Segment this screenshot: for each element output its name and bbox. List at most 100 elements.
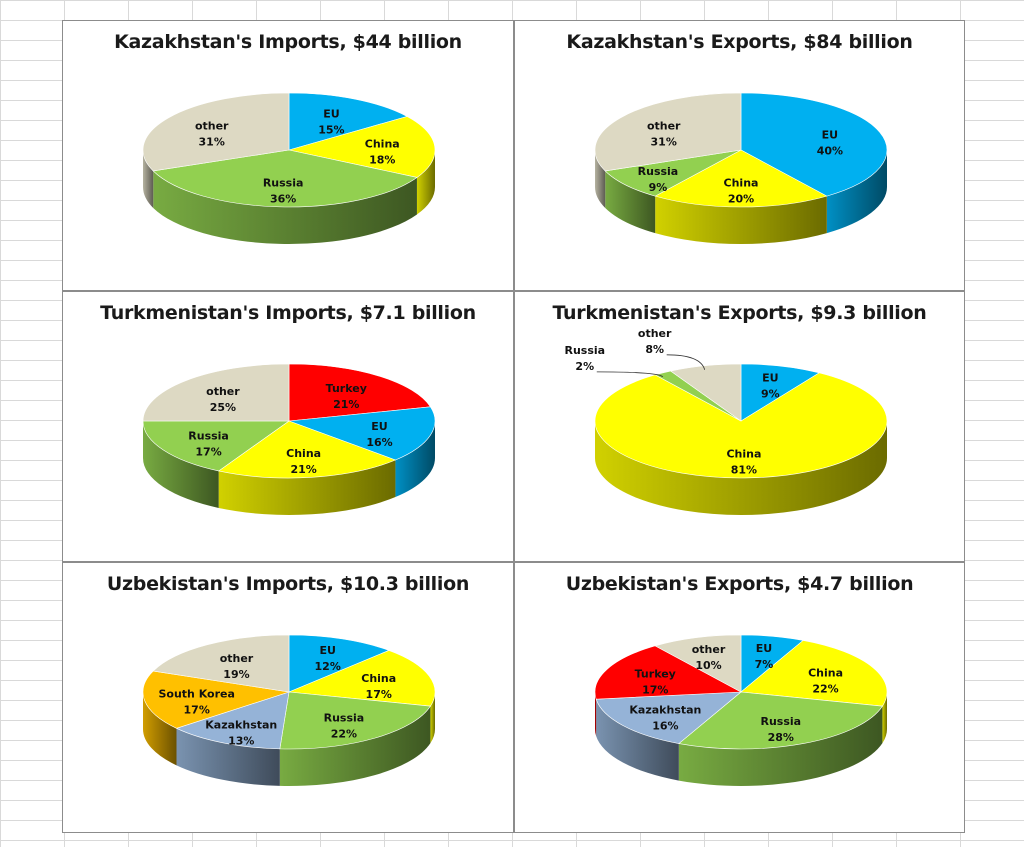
slice-label-value: 20%: [728, 192, 754, 205]
pie-slice-other: [654, 634, 742, 693]
slice-label-name: other: [647, 119, 681, 132]
chart-title: Kazakhstan's Exports, $84 billion: [566, 31, 913, 53]
slice-label-value: 31%: [199, 135, 225, 148]
slice-label-value: 21%: [333, 398, 359, 411]
slice-label-name: EU: [822, 129, 838, 142]
slice-label-value: 81%: [731, 463, 757, 476]
slice-label-name: other: [195, 119, 229, 132]
slice-label-name: Russia: [324, 712, 365, 725]
slice-label-value: 2%: [575, 360, 594, 373]
pie-slice-russia: [142, 420, 290, 472]
pie-chart: EU 9% China 81% Russia 2% other 8%: [564, 327, 888, 515]
pie-chart: EU 7% China 22% Russia 28% Kazakhstan 16% Turkey…: [594, 634, 888, 786]
pie-slice-turkey: [288, 363, 431, 422]
pie-side-russia: [605, 170, 656, 234]
pie-slice-kazakhstan: [175, 691, 290, 750]
slice-label-name: other: [206, 385, 240, 398]
chart-title: Uzbekistan's Imports, $10.3 billion: [106, 573, 470, 595]
pie-chart: EU 40% China 20% Russia 9% other 31%: [594, 92, 888, 244]
pie-slice-china: [217, 420, 397, 479]
pie-chart: EU12%China17%Russia22%Kazakhstan13%South…: [142, 634, 436, 786]
chart-turkmenistan-imports: Turkmenistan's Imports, $7.1 billion Tur…: [62, 291, 514, 562]
pie-chart: EU 15% China 18% Russia 36% other 31%: [142, 92, 436, 244]
slice-label-name: Turkey: [635, 668, 676, 681]
slice-label-name: China: [365, 138, 400, 151]
slice-label-value: 16%: [652, 719, 678, 732]
pie-chart: Turkey 21% EU 16% China 21% Russia 17% other 25%: [142, 363, 436, 515]
chart-kazakhstan-exports: Kazakhstan's Exports, $84 billion EU 40% C…: [514, 20, 965, 291]
pie-side-other: [143, 150, 154, 208]
pie-slice-south-korea: [142, 670, 290, 729]
chart-turkmenistan-exports: Turkmenistan's Exports, $9.3 billion EU 9…: [514, 291, 965, 562]
pie-slice-russia: [678, 691, 883, 750]
pie-slice-eu: [288, 406, 436, 461]
slice-label-value: 15%: [318, 123, 344, 136]
pie-slice-russia: [604, 149, 742, 197]
slice-label-name: China: [724, 176, 759, 189]
slice-label-name: EU: [756, 642, 772, 655]
chart-uzbekistan-exports: Uzbekistan's Exports, $4.7 billion EU 7% C…: [514, 562, 965, 833]
pie-side-eu: [826, 150, 887, 234]
pie-side-china: [595, 421, 887, 515]
pie-slice-china: [288, 650, 436, 707]
slice-label-name: Russia: [263, 176, 304, 189]
pie-side-other: [595, 150, 606, 208]
chart-title: Turkmenistan's Imports, $7.1 billion: [100, 302, 476, 324]
pie-side-turkey: [595, 692, 597, 737]
slice-label-name: EU: [323, 107, 339, 120]
pie-side-russia: [143, 421, 219, 508]
pie-slice-russia: [152, 149, 418, 208]
slice-label-value: 21%: [290, 463, 316, 476]
slice-label-value: 17%: [366, 688, 392, 701]
slice-label-value: 17%: [642, 684, 668, 697]
slice-label-name: Turkey: [326, 382, 367, 395]
leader-line: [596, 371, 664, 378]
pie-slice-other: [142, 363, 290, 422]
pie-slice-other: [152, 634, 290, 693]
pie-slice-kazakhstan: [595, 691, 742, 744]
slice-label-name: China: [361, 672, 396, 685]
pie-slice-china: [654, 149, 828, 208]
pie-slice-eu: [288, 634, 390, 693]
slice-label-value: 18%: [369, 154, 395, 167]
pie-slice-turkey: [594, 645, 743, 700]
slice-label-name: China: [286, 447, 321, 460]
chart-uzbekistan-imports: Uzbekistan's Imports, $10.3 billion EU 12…: [62, 562, 514, 833]
pie-slice-russia: [279, 691, 431, 750]
pie-slice-other: [594, 92, 742, 172]
pie-slice-eu: [740, 363, 820, 422]
pie-slice-other: [669, 363, 742, 422]
slice-label-value: 40%: [817, 145, 843, 158]
slice-label-value: 16%: [366, 436, 392, 449]
chart-kazakhstan-imports: Kazakhstan's Imports, $44 billion EU 15% C…: [62, 20, 514, 291]
pie-side-eu: [395, 421, 435, 498]
slice-label-value: 31%: [651, 135, 677, 148]
chart-title: Uzbekistan's Exports, $4.7 billion: [565, 573, 914, 595]
slice-label-name: Russia: [760, 715, 801, 728]
slice-label-value: 10%: [695, 659, 721, 672]
slice-label-value: 28%: [768, 731, 794, 744]
chart-title: Turkmenistan's Exports, $9.3 billion: [552, 302, 927, 324]
slice-label-value: 7%: [755, 658, 774, 671]
slice-label-name: other: [220, 652, 254, 665]
pie-side-china: [416, 150, 435, 215]
slice-label-value: 17%: [195, 446, 221, 459]
slice-label-name: Russia: [564, 344, 605, 357]
pie-slice-china: [594, 372, 888, 479]
slice-label-name: South Korea: [158, 688, 234, 701]
pie-slice-china: [288, 116, 436, 178]
slice-label-name: EU: [371, 420, 387, 433]
slice-label-name: China: [726, 447, 761, 460]
slice-label-value: 12%: [315, 660, 341, 673]
slice-label-value: 8%: [645, 343, 664, 356]
slice-label-value: 36%: [270, 192, 296, 205]
pie-side-russia: [153, 170, 417, 244]
slice-label-value: 25%: [210, 401, 236, 414]
leader-line: [666, 354, 706, 370]
pie-side-china: [655, 196, 827, 244]
slice-label-name: Russia: [638, 165, 679, 178]
slice-label-name: Kazakhstan: [205, 719, 277, 732]
pie-side-russia: [678, 706, 883, 786]
slice-label-value: 17%: [184, 704, 210, 717]
slice-label-name: EU: [319, 644, 335, 657]
